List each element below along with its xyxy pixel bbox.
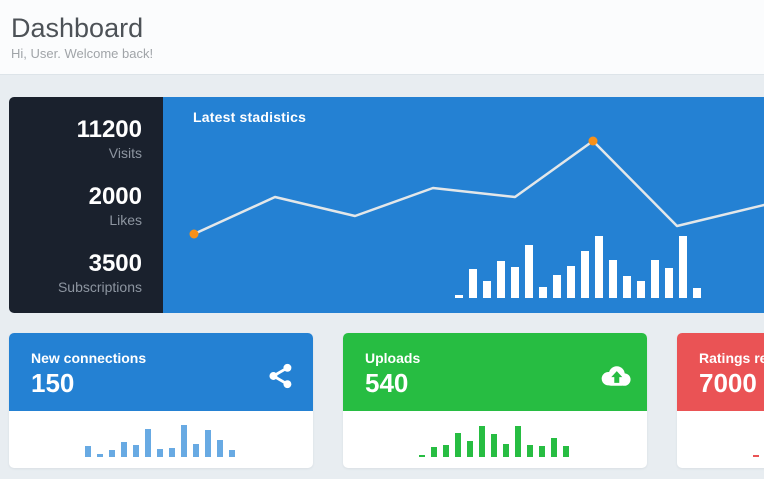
bar	[145, 429, 151, 457]
bar	[753, 455, 759, 457]
card-new-connections: New connections 150	[9, 333, 313, 468]
card-title: Uploads	[365, 350, 421, 366]
bar	[679, 236, 687, 298]
stats-sidebar: 11200 Visits 2000 Likes 3500 Subscriptio…	[9, 97, 163, 313]
line-chart-point	[189, 229, 199, 239]
page-title: Dashboard	[11, 13, 144, 43]
bar	[637, 281, 645, 298]
bar	[455, 433, 461, 457]
stat-subscriptions-value: 3500	[88, 250, 142, 277]
bar	[85, 446, 91, 457]
stat-subscriptions-label: Subscriptions	[57, 279, 142, 295]
trend-line	[192, 139, 764, 236]
card-title: New connections	[31, 350, 147, 366]
mini-bar-chart-connections	[85, 425, 235, 457]
bar	[455, 295, 463, 298]
bar	[539, 446, 545, 457]
card-new-connections-header: New connections 150	[9, 333, 313, 411]
share-icon[interactable]	[265, 362, 297, 390]
bar	[693, 288, 701, 298]
card-ratings-received: Ratings received 7000	[677, 333, 764, 468]
stat-likes-label: Likes	[109, 212, 142, 228]
card-ratings-received-header: Ratings received 7000	[677, 333, 764, 411]
bar	[431, 447, 437, 457]
bar	[467, 441, 473, 457]
bar	[563, 446, 569, 457]
mini-bar-chart-uploads	[419, 426, 569, 457]
bar	[469, 269, 477, 298]
card-new-connections-body	[9, 411, 313, 468]
line-chart-point	[588, 136, 598, 146]
cloud-upload-icon[interactable]	[599, 362, 631, 390]
stat-visits-label: Visits	[108, 145, 142, 161]
bar	[97, 454, 103, 457]
bar	[193, 444, 199, 457]
bar	[553, 275, 561, 298]
bar	[229, 450, 235, 457]
card-ratings-received-body	[677, 411, 764, 468]
card-title: Ratings received	[699, 350, 764, 366]
bar	[551, 438, 557, 457]
main-chart-area: Latest stadistics	[163, 97, 764, 313]
bar	[479, 426, 485, 457]
bar	[157, 449, 163, 457]
card-value: 540	[365, 368, 409, 398]
stat-likes-value: 2000	[88, 183, 142, 210]
page-header: Dashboard Hi, User. Welcome back!	[0, 0, 764, 75]
bar	[581, 251, 589, 298]
bar	[651, 260, 659, 298]
bar	[623, 276, 631, 298]
bar	[609, 260, 617, 298]
bar	[133, 445, 139, 457]
stats-overview-panel: 11200 Visits 2000 Likes 3500 Subscriptio…	[9, 97, 764, 313]
card-uploads: Uploads 540	[343, 333, 647, 468]
stat-likes: 2000 Likes	[9, 184, 142, 230]
bar	[503, 444, 509, 457]
bar	[567, 266, 575, 298]
stat-subscriptions: 3500 Subscriptions	[9, 251, 142, 297]
bar	[121, 442, 127, 457]
bar	[419, 455, 425, 457]
bar-chart	[455, 236, 701, 298]
line-chart	[189, 136, 764, 239]
bar	[515, 426, 521, 457]
card-uploads-body	[343, 411, 647, 468]
bar	[539, 287, 547, 298]
chart-title: Latest stadistics	[193, 109, 307, 125]
bar	[665, 268, 673, 298]
card-value: 150	[31, 368, 75, 398]
bar	[527, 445, 533, 457]
bar	[109, 450, 115, 457]
bar	[443, 445, 449, 457]
bar	[491, 434, 497, 457]
mini-bar-chart-ratings	[753, 455, 759, 457]
bar	[169, 448, 175, 457]
bar	[525, 245, 533, 298]
bar	[511, 267, 519, 298]
card-uploads-header: Uploads 540	[343, 333, 647, 411]
bar	[205, 430, 211, 457]
page-subtitle: Hi, User. Welcome back!	[11, 46, 154, 61]
stat-visits: 11200 Visits	[9, 117, 142, 163]
bar	[181, 425, 187, 457]
bar	[595, 236, 603, 298]
stat-visits-value: 11200	[76, 116, 142, 143]
bar	[217, 440, 223, 457]
card-value: 7000	[699, 368, 757, 398]
cards-row: New connections 150 Uploads 540	[9, 333, 764, 468]
bar	[483, 281, 491, 298]
bar	[497, 261, 505, 298]
